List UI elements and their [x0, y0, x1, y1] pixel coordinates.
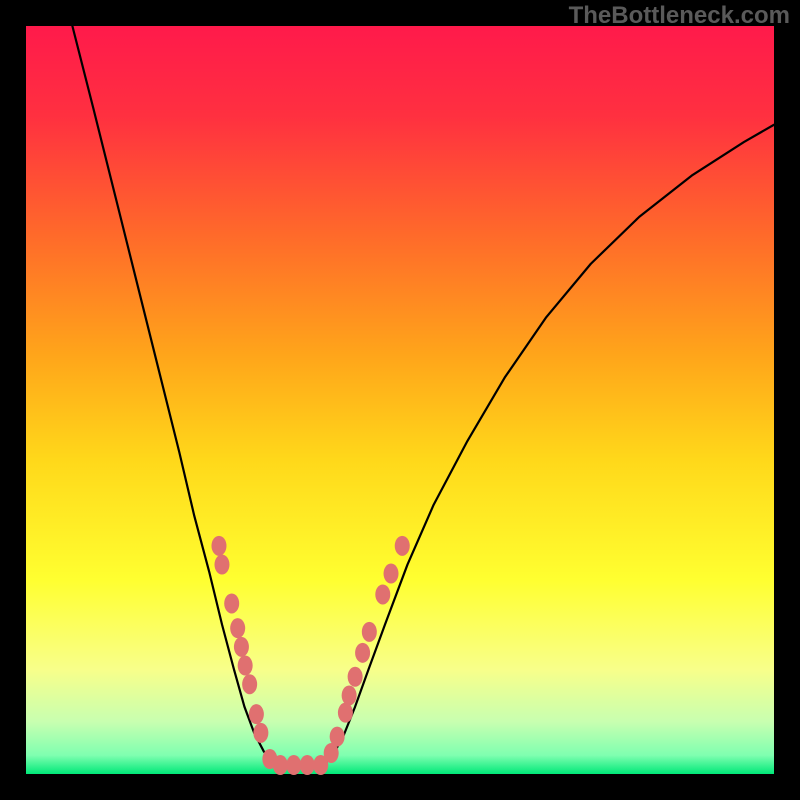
data-marker: [384, 564, 399, 584]
data-marker: [230, 618, 245, 638]
data-marker: [214, 555, 229, 575]
data-marker: [362, 622, 377, 642]
data-marker: [234, 637, 249, 657]
data-marker: [330, 727, 345, 747]
data-marker: [355, 643, 370, 663]
watermark-text: TheBottleneck.com: [569, 2, 790, 30]
data-marker: [286, 755, 301, 775]
data-marker: [224, 593, 239, 613]
data-marker: [342, 685, 357, 705]
data-marker: [338, 703, 353, 723]
data-marker: [395, 536, 410, 556]
data-marker: [242, 674, 257, 694]
data-marker: [300, 755, 315, 775]
data-marker: [348, 667, 363, 687]
data-marker: [375, 584, 390, 604]
chart-frame: TheBottleneck.com: [0, 0, 800, 800]
data-marker: [273, 755, 288, 775]
data-marker: [249, 704, 264, 724]
bottleneck-curve-chart: [0, 0, 800, 800]
data-marker: [253, 723, 268, 743]
data-marker: [238, 656, 253, 676]
data-marker: [211, 536, 226, 556]
gradient-background: [26, 26, 774, 774]
